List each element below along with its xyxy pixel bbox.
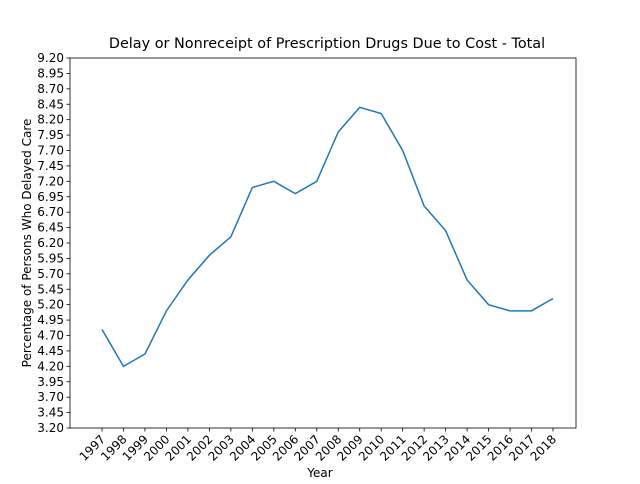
y-tick-label: 8.45: [37, 97, 64, 111]
y-tick-label: 3.95: [37, 375, 64, 389]
y-tick-label: 4.95: [37, 313, 64, 327]
y-tick-label: 7.20: [37, 174, 64, 188]
y-tick-label: 6.70: [37, 205, 64, 219]
y-tick-label: 7.45: [37, 159, 64, 173]
y-tick-label: 8.20: [37, 113, 64, 127]
y-axis-label: Percentage of Persons Who Delayed Care: [20, 119, 34, 368]
y-tick-label: 6.20: [37, 236, 64, 250]
chart-title: Delay or Nonreceipt of Prescription Drug…: [109, 36, 545, 52]
y-tick-label: 3.45: [37, 406, 64, 420]
y-tick-label: 5.95: [37, 251, 64, 265]
y-tick-label: 3.70: [37, 390, 64, 404]
y-tick-label: 4.70: [37, 329, 64, 343]
line-series: [101, 106, 554, 368]
y-tick-label: 5.45: [37, 282, 64, 296]
y-tick-label: 6.45: [37, 221, 64, 235]
y-tick-label: 7.95: [37, 128, 64, 142]
y-tick-label: 4.45: [37, 344, 64, 358]
y-tick-label: 5.70: [37, 267, 64, 281]
y-tick-label: 7.70: [37, 144, 64, 158]
plot-frame: [69, 57, 577, 429]
y-tick-label: 6.95: [37, 190, 64, 204]
y-tick-label: 3.20: [37, 421, 64, 435]
y-tick-label: 4.20: [37, 359, 64, 373]
y-tick-label: 8.70: [37, 82, 64, 96]
y-tick-label: 9.20: [37, 51, 64, 65]
x-axis-label: Year: [306, 466, 332, 480]
y-tick-label: 5.20: [37, 298, 64, 312]
y-tick-label: 8.95: [37, 66, 64, 80]
